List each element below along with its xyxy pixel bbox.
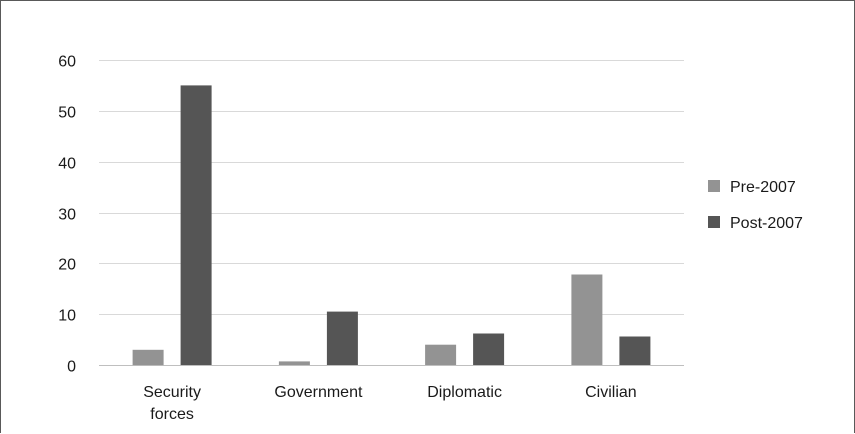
- x-category-label: Civilian: [585, 384, 637, 401]
- legend-swatch-post-2007: [708, 216, 720, 228]
- legend-label: Post-2007: [730, 215, 803, 232]
- y-axis-ticks: 0 10 20 30 40 50 60: [58, 54, 76, 376]
- bar-pre-2007-2: [425, 344, 457, 365]
- y-tick-label: 40: [58, 156, 76, 173]
- bar-post-2007-1: [326, 311, 358, 365]
- y-tick-label: 30: [58, 207, 76, 224]
- x-category-label: Diplomatic: [427, 384, 502, 401]
- bar-pre-2007-1: [278, 361, 310, 365]
- y-tick-label: 10: [58, 308, 76, 325]
- bar-post-2007-3: [619, 336, 651, 365]
- bar-post-2007-2: [473, 333, 505, 365]
- x-category-label: Government: [274, 384, 363, 401]
- bar-pre-2007-3: [571, 274, 603, 365]
- x-axis-categories: Security forces Government Diplomatic Civili…: [143, 384, 636, 423]
- bar-post-2007-0: [180, 85, 212, 366]
- y-tick-label: 20: [58, 257, 76, 274]
- y-tick-label: 60: [58, 54, 76, 71]
- bar-pre-2007-0: [132, 349, 164, 366]
- bars: [132, 85, 651, 366]
- x-category-label: forces: [150, 406, 194, 423]
- legend: Pre-2007 Post-2007: [708, 179, 803, 232]
- legend-swatch-pre-2007: [708, 180, 720, 192]
- y-tick-label: 0: [67, 359, 76, 376]
- legend-label: Pre-2007: [730, 179, 796, 196]
- y-tick-label: 50: [58, 105, 76, 122]
- x-category-label: Security: [143, 384, 201, 401]
